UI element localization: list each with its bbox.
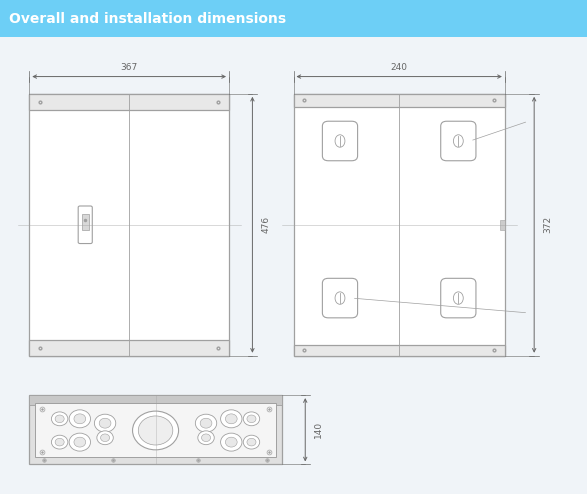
Text: 372: 372: [543, 216, 552, 233]
Ellipse shape: [243, 435, 259, 449]
Ellipse shape: [55, 438, 64, 446]
Ellipse shape: [247, 415, 256, 423]
Bar: [29, 94, 229, 356]
FancyBboxPatch shape: [78, 206, 92, 244]
Bar: [294, 345, 505, 356]
Bar: [0, 0, 587, 37]
Ellipse shape: [95, 414, 116, 432]
Ellipse shape: [100, 434, 110, 442]
Ellipse shape: [335, 135, 345, 147]
FancyBboxPatch shape: [322, 278, 357, 318]
FancyBboxPatch shape: [441, 121, 476, 161]
Ellipse shape: [453, 292, 463, 304]
Ellipse shape: [99, 418, 111, 428]
Bar: [82, 214, 89, 230]
Ellipse shape: [97, 431, 113, 445]
Bar: [35, 404, 276, 457]
Ellipse shape: [195, 414, 217, 432]
Bar: [29, 395, 282, 464]
Ellipse shape: [74, 414, 86, 424]
Ellipse shape: [198, 431, 214, 445]
Ellipse shape: [243, 412, 259, 426]
Ellipse shape: [225, 414, 237, 424]
Ellipse shape: [52, 412, 68, 426]
Ellipse shape: [52, 435, 68, 449]
Ellipse shape: [139, 416, 173, 445]
Ellipse shape: [221, 433, 242, 451]
Ellipse shape: [453, 135, 463, 147]
Ellipse shape: [69, 433, 90, 451]
FancyBboxPatch shape: [322, 121, 357, 161]
Bar: [29, 340, 229, 356]
Ellipse shape: [55, 415, 64, 423]
Bar: [294, 94, 505, 356]
FancyBboxPatch shape: [441, 278, 476, 318]
Text: 240: 240: [391, 63, 407, 72]
Ellipse shape: [74, 437, 86, 447]
Bar: [294, 94, 505, 107]
Text: 140: 140: [314, 421, 323, 438]
Bar: [29, 94, 229, 110]
Ellipse shape: [201, 434, 211, 442]
Text: Overall and installation dimensions: Overall and installation dimensions: [9, 11, 286, 26]
Ellipse shape: [225, 437, 237, 447]
Ellipse shape: [335, 292, 345, 304]
Bar: [500, 219, 505, 230]
Bar: [29, 395, 282, 405]
Ellipse shape: [221, 410, 242, 428]
Ellipse shape: [133, 411, 178, 450]
Ellipse shape: [200, 418, 212, 428]
Text: 476: 476: [261, 216, 270, 233]
Ellipse shape: [247, 438, 256, 446]
Text: 367: 367: [120, 63, 138, 72]
Ellipse shape: [69, 410, 90, 428]
